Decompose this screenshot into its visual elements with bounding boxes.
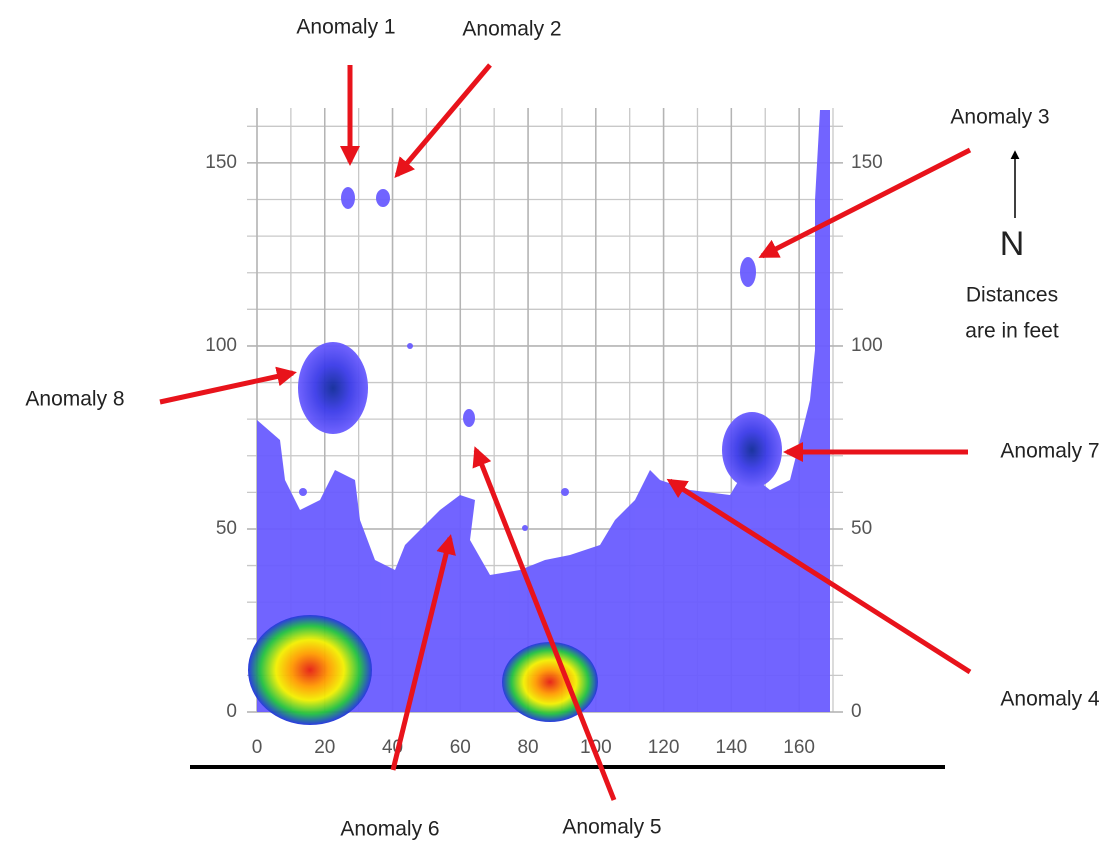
annotation: Anomaly 1 <box>296 16 395 39</box>
y-tick-label-right: 0 <box>851 701 862 722</box>
arrow <box>390 534 456 771</box>
hot-spot <box>502 642 598 722</box>
x-tick-label: 60 <box>450 737 471 758</box>
anomaly-field <box>248 110 830 725</box>
y-tick-label-right: 150 <box>851 152 883 173</box>
x-tick-label: 80 <box>517 737 538 758</box>
anomaly-blob <box>463 409 475 427</box>
note: Distances are in feet <box>965 284 1059 343</box>
anomaly-dot <box>299 488 307 496</box>
annotation: Anomaly 4 <box>1000 688 1100 711</box>
y-tick-label: 0 <box>226 701 237 722</box>
anomaly-dot <box>407 343 413 349</box>
arrow <box>159 366 297 405</box>
y-tick-label-right: 50 <box>851 518 872 539</box>
anomaly-blob <box>376 189 390 207</box>
note-line: are in feet <box>965 320 1059 343</box>
arrow <box>472 446 617 801</box>
anomaly-blob <box>341 187 355 209</box>
north-label: N <box>1000 225 1025 263</box>
arrow <box>394 63 492 179</box>
y-tick-label-right: 100 <box>851 335 883 356</box>
x-tick-label: 0 <box>252 737 263 758</box>
annotation: Anomaly 6 <box>340 818 439 841</box>
arrows <box>159 63 972 801</box>
survey-response <box>257 110 830 712</box>
annotation: Anomaly 3 <box>950 106 1049 129</box>
axes: 020406080100120140160005050100100150150 <box>205 152 882 758</box>
x-tick-label: 20 <box>314 737 335 758</box>
arrow <box>758 147 972 259</box>
anomaly-blob <box>298 342 368 434</box>
annotation: Anomaly 8 <box>25 388 124 411</box>
arrow <box>666 478 972 675</box>
anomaly-blob <box>722 412 782 488</box>
x-tick-label: 140 <box>716 737 748 758</box>
y-tick-label: 100 <box>205 335 237 356</box>
y-tick-label: 50 <box>216 518 237 539</box>
y-tick-label: 150 <box>205 152 237 173</box>
annotation: Anomaly 2 <box>462 18 561 41</box>
x-tick-label: 120 <box>648 737 680 758</box>
hot-spot <box>248 615 372 725</box>
annotation: Anomaly 7 <box>1000 440 1099 463</box>
anomaly-dot <box>522 525 528 531</box>
anomaly-blob <box>740 257 756 287</box>
note-line: Distances <box>966 284 1058 307</box>
anomaly-dot <box>561 488 569 496</box>
x-tick-label: 160 <box>783 737 815 758</box>
annotation: Anomaly 5 <box>562 816 661 839</box>
